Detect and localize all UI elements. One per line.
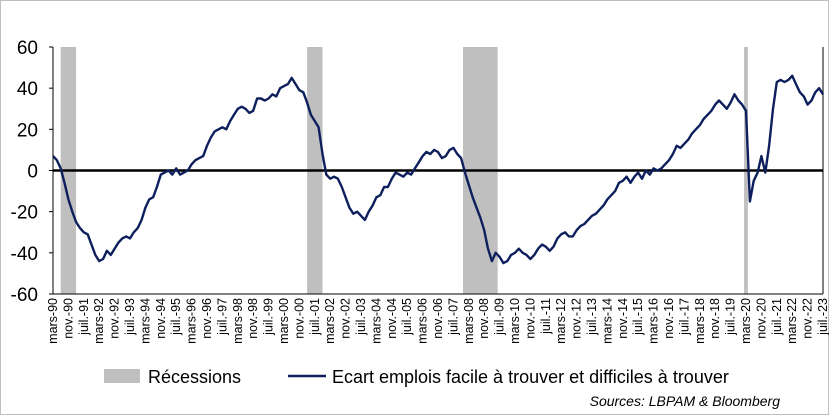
x-tick-label: mars-18 bbox=[693, 298, 707, 344]
x-tick-label: juil.-11 bbox=[539, 298, 553, 335]
x-tick-label: mars-14 bbox=[600, 298, 614, 344]
y-tick-label: -40 bbox=[11, 244, 38, 265]
x-tick-label: nov.-94 bbox=[154, 298, 168, 339]
x-tick-label: nov.-02 bbox=[339, 298, 353, 339]
legend-series-label: Ecart emplois facile à trouver et diffic… bbox=[332, 367, 729, 387]
x-tick-label: nov.-90 bbox=[61, 298, 75, 339]
x-tick-label: nov.-14 bbox=[616, 298, 630, 339]
x-tick-label: mars-10 bbox=[508, 298, 522, 344]
x-tick-label: juil.-99 bbox=[262, 298, 276, 336]
x-tick-label: nov.-00 bbox=[292, 298, 306, 339]
y-tick-label: -20 bbox=[11, 203, 38, 224]
y-tick-label: 20 bbox=[17, 120, 38, 141]
x-tick-labels: mars-90 nov.-90 juil.-91 mars-92 nov.-92 juil… bbox=[46, 298, 829, 344]
x-tick-label: mars-12 bbox=[554, 298, 568, 344]
legend-recession-label: Récessions bbox=[148, 367, 241, 387]
x-tick-label: nov.-98 bbox=[246, 298, 260, 339]
x-tick-label: juil.-23 bbox=[816, 298, 829, 336]
x-tick-label: nov.-08 bbox=[477, 298, 491, 339]
x-tick-label: juil.-21 bbox=[770, 298, 784, 336]
x-tick-label: mars-90 bbox=[46, 298, 60, 344]
legend-recession-swatch bbox=[104, 369, 140, 383]
y-tick-label: 0 bbox=[27, 162, 38, 183]
x-tick-label: juil.-91 bbox=[77, 298, 91, 336]
x-tick-label: mars-00 bbox=[277, 298, 291, 344]
x-tick-label: nov.-06 bbox=[431, 298, 445, 339]
x-tick-label: mars-08 bbox=[462, 298, 476, 344]
x-tick-label: juil.-05 bbox=[400, 298, 414, 336]
x-tick-label: juil.-97 bbox=[215, 298, 229, 336]
x-tick-label: nov.-12 bbox=[570, 298, 584, 339]
x-tick-label: juil.-09 bbox=[493, 298, 507, 336]
x-tick-label: nov.-18 bbox=[708, 298, 722, 339]
x-tick-label: mars-04 bbox=[369, 298, 383, 344]
x-tick-label: nov.-96 bbox=[200, 298, 214, 339]
series-layer bbox=[52, 74, 825, 265]
x-tick-label: juil.-93 bbox=[123, 298, 137, 336]
x-tick-label: juil.-01 bbox=[308, 298, 322, 336]
x-tick-label: juil.-03 bbox=[354, 298, 368, 336]
x-tick-label: juil.-17 bbox=[677, 298, 691, 336]
series-line bbox=[52, 74, 825, 265]
x-tick-label: mars-06 bbox=[416, 298, 430, 344]
x-tick-label: juil.-15 bbox=[631, 298, 645, 336]
y-tick-label: 60 bbox=[17, 38, 38, 59]
x-tick-label: juil.-95 bbox=[169, 298, 183, 336]
x-tick-label: nov.-04 bbox=[385, 298, 399, 339]
legend: Récessions Ecart emplois facile à trouve… bbox=[104, 367, 729, 387]
x-tick-label: mars-98 bbox=[231, 298, 245, 344]
x-tick-label: juil.-19 bbox=[724, 298, 738, 336]
axes bbox=[49, 46, 824, 295]
y-tick-label: -60 bbox=[11, 285, 38, 306]
x-tick-label: juil.-07 bbox=[446, 298, 460, 336]
x-tick-label: nov.-22 bbox=[801, 298, 815, 339]
x-tick-label: nov.-92 bbox=[108, 298, 122, 339]
x-tick-label: mars-92 bbox=[92, 298, 106, 344]
x-tick-label: mars-94 bbox=[138, 298, 152, 344]
x-tick-label: mars-02 bbox=[323, 298, 337, 344]
x-tick-label: nov.-16 bbox=[662, 298, 676, 339]
y-tick-label: 40 bbox=[17, 79, 38, 100]
source-note: Sources: LBPAM & Bloomberg bbox=[590, 393, 781, 409]
y-tick-labels: 60 40 20 0 -20 -40 -60 bbox=[11, 38, 38, 306]
x-tick-label: mars-16 bbox=[647, 298, 661, 344]
x-tick-label: juil.-13 bbox=[585, 298, 599, 336]
x-tick-label: mars-96 bbox=[185, 298, 199, 344]
x-tick-label: nov.-10 bbox=[523, 298, 537, 339]
x-tick-label: mars-22 bbox=[785, 298, 799, 344]
x-tick-label: mars-20 bbox=[739, 298, 753, 344]
x-tick-label: nov.-20 bbox=[754, 298, 768, 339]
